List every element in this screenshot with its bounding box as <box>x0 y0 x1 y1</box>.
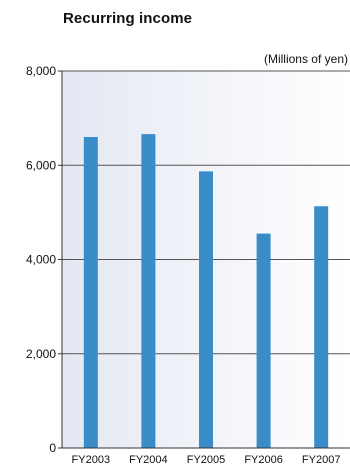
bar-layer <box>83 134 329 448</box>
y-tick-label: 8,000 <box>26 64 56 78</box>
unit-label: (Millions of yen) <box>263 52 348 66</box>
bar-fy2006 <box>256 233 271 448</box>
y-tick-label: 2,000 <box>26 347 56 361</box>
label-layer: 0 2,000 4,000 6,000 8,000 FY2003 FY2004 FY2005 F… <box>26 64 340 466</box>
y-tick-label: 6,000 <box>26 158 56 172</box>
bar-fy2005 <box>199 171 213 448</box>
x-tick-label: FY2007 <box>302 454 341 466</box>
y-tick-label: 4,000 <box>26 253 56 267</box>
x-tick-label: FY2005 <box>187 454 226 466</box>
chart-title: Recurring income <box>63 10 193 27</box>
bar-fy2007 <box>314 206 329 448</box>
y-tick-label: 0 <box>49 441 56 455</box>
bar-fy2004 <box>141 134 156 448</box>
x-tick-label: FY2006 <box>244 454 283 466</box>
x-tick-label: FY2004 <box>129 454 168 466</box>
bar-fy2003 <box>83 136 98 448</box>
x-tick-label: FY2003 <box>72 454 111 466</box>
axis-layer <box>61 71 350 449</box>
